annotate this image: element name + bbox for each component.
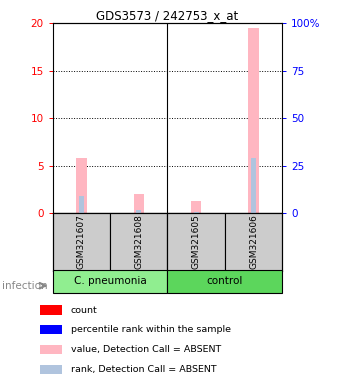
Bar	[193, 212, 199, 213]
Bar	[248, 28, 259, 213]
Bar	[191, 201, 201, 213]
Bar	[134, 194, 144, 213]
Bar	[79, 196, 84, 213]
Bar	[40, 345, 62, 354]
Bar	[40, 365, 62, 374]
Bar	[76, 158, 87, 213]
Text: rank, Detection Call = ABSENT: rank, Detection Call = ABSENT	[71, 365, 216, 374]
Bar	[225, 213, 282, 271]
Bar	[252, 158, 255, 213]
Text: C. pneumonia: C. pneumonia	[74, 276, 147, 286]
Text: GSM321605: GSM321605	[192, 215, 201, 269]
Bar	[168, 270, 282, 293]
Text: value, Detection Call = ABSENT: value, Detection Call = ABSENT	[71, 345, 221, 354]
Bar	[53, 213, 110, 271]
Bar	[251, 158, 256, 213]
Text: control: control	[207, 276, 243, 286]
Text: percentile rank within the sample: percentile rank within the sample	[71, 325, 231, 334]
Title: GDS3573 / 242753_x_at: GDS3573 / 242753_x_at	[96, 9, 239, 22]
Text: GSM321607: GSM321607	[77, 215, 86, 269]
Bar	[40, 325, 62, 334]
Text: infection: infection	[2, 281, 47, 291]
Text: GSM321608: GSM321608	[134, 215, 143, 269]
Bar	[53, 270, 168, 293]
Bar	[40, 306, 62, 314]
Bar	[110, 213, 168, 271]
Bar	[168, 213, 225, 271]
Text: count: count	[71, 306, 98, 314]
Text: GSM321606: GSM321606	[249, 215, 258, 269]
Bar	[80, 212, 83, 213]
Bar	[136, 210, 141, 213]
Bar	[80, 196, 83, 213]
